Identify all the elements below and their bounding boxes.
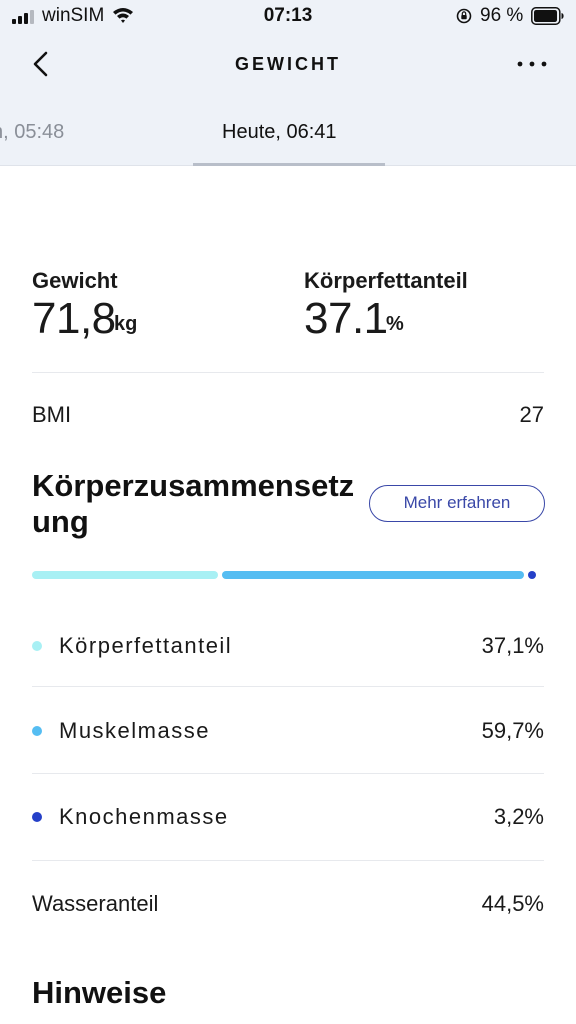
- composition-bar-muscle: [221, 571, 524, 579]
- composition-heading: Körperzusammensetzung: [32, 468, 355, 539]
- bone-dot-icon: [32, 812, 42, 822]
- composition-label-body-fat: Körperfettanteil: [59, 633, 233, 658]
- wifi-icon: [113, 8, 133, 23]
- signal-strength-icon: [12, 8, 36, 24]
- battery-icon: [531, 7, 564, 25]
- water-label: Wasseranteil: [32, 891, 159, 916]
- composition-bar-bone: [527, 571, 536, 579]
- weight-value: 71,8: [32, 294, 116, 343]
- water-value: 44,5%: [481, 891, 544, 916]
- bmi-label: BMI: [32, 402, 72, 427]
- composition-label-bone: Knochenmasse: [59, 804, 229, 829]
- status-bar: winSIM 07:13 96 %: [0, 0, 576, 34]
- body-fat-label: Körperfettanteil: [304, 268, 468, 293]
- battery-percentage: 96 %: [480, 5, 524, 26]
- more-horizontal-icon[interactable]: [512, 52, 552, 76]
- body-fat-dot-icon: [32, 641, 42, 651]
- body-fat-unit: %: [386, 313, 404, 335]
- composition-value-body-fat: 37,1%: [481, 633, 544, 658]
- muscle-dot-icon: [32, 726, 42, 736]
- tab-current-measurement[interactable]: Heute, 06:41: [222, 121, 337, 143]
- active-tab-indicator: [193, 163, 385, 166]
- tab-previous-measurement[interactable]: n, 05:48: [0, 121, 65, 143]
- divider: [32, 372, 544, 373]
- page-title: GEWICHT: [235, 54, 341, 74]
- divider: [32, 686, 544, 687]
- composition-value-bone: 3,2%: [493, 804, 544, 829]
- composition-value-muscle: 59,7%: [481, 718, 544, 743]
- divider: [32, 860, 544, 861]
- weight-unit: kg: [114, 313, 138, 335]
- composition-bar-body-fat: [32, 571, 218, 579]
- status-time: 07:13: [263, 5, 313, 26]
- notes-heading: Hinweise: [32, 975, 167, 1010]
- weight-label: Gewicht: [32, 268, 118, 293]
- bmi-value: 27: [519, 402, 544, 427]
- divider: [32, 773, 544, 774]
- header-area: winSIM 07:13 96 % GEWICHT n, 05:48 Heute…: [0, 0, 576, 166]
- composition-label-muscle: Muskelmasse: [59, 718, 210, 743]
- carrier-name: winSIM: [42, 5, 105, 26]
- orientation-lock-icon: [456, 8, 472, 24]
- body-fat-value: 37.1: [304, 294, 388, 343]
- learn-more-button[interactable]: Mehr erfahren: [369, 485, 545, 522]
- chevron-left-icon[interactable]: [26, 48, 58, 80]
